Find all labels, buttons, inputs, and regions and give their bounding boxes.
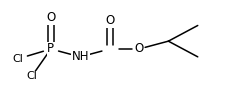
Text: O: O <box>46 11 55 24</box>
Text: O: O <box>134 43 143 55</box>
Text: P: P <box>47 43 54 55</box>
Text: NH: NH <box>71 50 89 63</box>
Text: O: O <box>105 14 114 27</box>
Text: Cl: Cl <box>26 71 37 81</box>
Text: Cl: Cl <box>13 54 23 64</box>
